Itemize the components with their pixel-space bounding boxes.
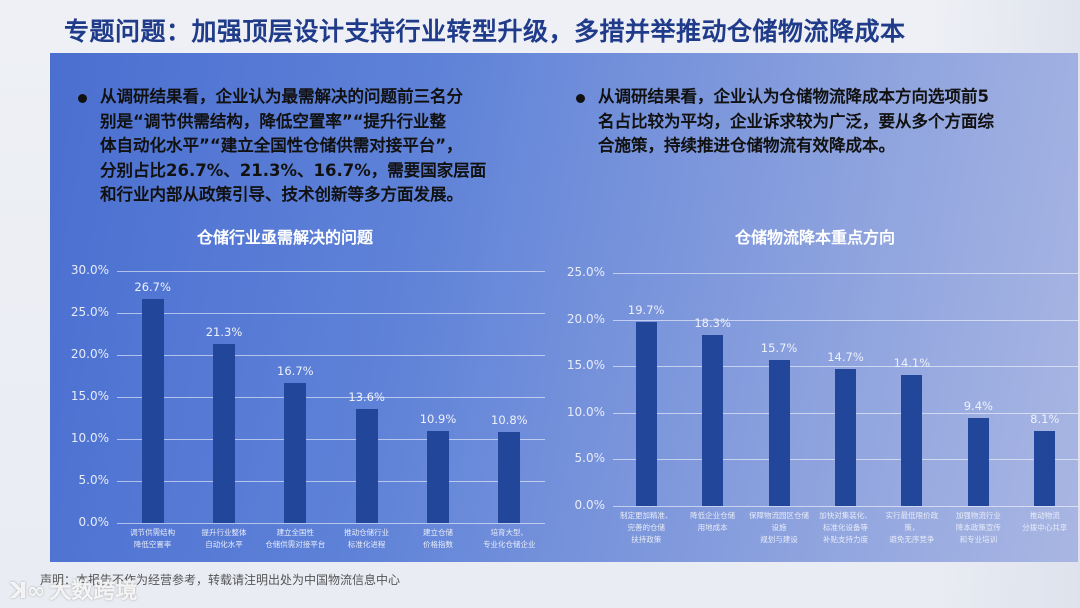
bar (498, 432, 521, 523)
bar (427, 431, 449, 523)
gridline (613, 506, 1078, 507)
bar (835, 368, 856, 506)
bullet-dot-icon (78, 94, 87, 103)
left-summary-bullet: 从调研结果看，企业认为最需解决的问题前三名分 别是“调节供需结构，降低空置率”“… (78, 85, 520, 208)
left-summary-line: 分别占比26.7%、21.3%、16.7%，需要国家层面 (100, 160, 487, 180)
bar-value-label: 10.8% (491, 413, 528, 428)
y-axis-tick-label: 5.0% (574, 451, 606, 466)
gridline (117, 397, 545, 398)
x-axis-category-label: 保障物流园区仓储设施 规划与建设 (749, 511, 810, 544)
bar (967, 418, 989, 506)
watermark-logo-icon: ꓘ∞ (10, 579, 46, 604)
x-axis-category-label: 推动仓储行业 标准化进程 (344, 528, 390, 549)
y-axis-tick-label: 5.0% (78, 473, 110, 487)
bar (1034, 430, 1056, 506)
right-summary-line: 合施策，持续推进仓储物流有效降成本。 (598, 136, 895, 155)
content-panel: 从调研结果看，企业认为最需解决的问题前三名分 别是“调节供需结构，降低空置率”“… (50, 53, 1078, 562)
bar-value-label: 19.7% (627, 303, 665, 318)
bar (284, 382, 307, 523)
x-axis-category-label: 建立仓储 价格指数 (422, 528, 453, 549)
x-axis-category-label: 提升行业整体 自动化水平 (201, 528, 247, 549)
gridline (117, 439, 545, 440)
y-axis-tick-label: 30.0% (70, 263, 109, 277)
gridline (613, 366, 1078, 368)
chart-title: 仓储行业亟需解决的问题 (196, 228, 373, 247)
bar-value-label: 14.1% (893, 355, 931, 370)
chart-title: 仓储物流降本重点方向 (734, 228, 895, 247)
bar-value-label: 14.7% (827, 349, 864, 364)
bar-value-label: 13.6% (348, 389, 385, 404)
left-summary-line: 和行业内部从政策引导、技术创新等多方面发展。 (100, 185, 463, 204)
gridline (117, 355, 545, 356)
y-axis-tick-label: 10.0% (70, 431, 109, 445)
page-title: 专题问题：加强顶层设计支持行业转型升级，多措并举推动仓储物流降成本 (64, 17, 906, 46)
x-axis-category-label: 建立全国性 仓储供需对接平台 (265, 528, 326, 549)
gridline (613, 273, 1078, 274)
right-summary-bullet: 从调研结果看，企业认为仓储物流降成本方向选项前5 名占比较为平均，企业诉求较为广… (576, 85, 1058, 159)
x-axis-category-label: 实行最低限价政策， 避免无序竞争 (885, 511, 939, 544)
y-axis-tick-label: 15.0% (566, 358, 605, 373)
right-summary-line: 从调研结果看，企业认为仓储物流降成本方向选项前5 (598, 87, 989, 106)
gridline (613, 319, 1078, 321)
gridline (117, 523, 545, 524)
watermark: ꓘ∞ 大数跨境 (10, 573, 137, 605)
bar-value-label: 10.9% (419, 412, 457, 427)
gridline (117, 271, 545, 272)
bullet-dot-icon (576, 94, 585, 103)
chart-storage-issues: 仓储行业亟需解决的问题 0.0% 5.0% 10.0% 15.0% 20.0% 25.0%… (50, 221, 550, 561)
y-axis-tick-label: 15.0% (70, 389, 109, 403)
bar-value-label: 8.1% (1030, 411, 1060, 426)
y-axis-tick-label: 0.0% (574, 498, 606, 512)
bar (901, 374, 923, 506)
x-axis-category-label: 加快对集装化、 标准化设备等 补贴支持力度 (819, 511, 872, 544)
bar-value-label: 15.7% (760, 340, 798, 355)
left-summary-line: 别是“调节供需结构，降低空置率”“提升行业整 (100, 111, 447, 131)
bar-value-label: 9.4% (963, 399, 993, 414)
bar-value-label: 18.3% (694, 316, 731, 331)
x-axis-category-label: 制定更加精准、 完善的仓储 扶持政策 (619, 511, 673, 544)
y-axis-tick-label: 0.0% (78, 515, 110, 529)
bar-value-label: 16.7% (277, 363, 314, 378)
left-summary-line: 从调研结果看，企业认为最需解决的问题前三名分 (100, 87, 463, 106)
x-axis-category-label: 培育大型、 专业化仓储企业 (483, 528, 536, 549)
gridline (117, 481, 545, 482)
right-summary-line: 名占比较为平均，企业诉求较为广泛，要从多个方面综 (598, 111, 994, 131)
x-axis-category-label: 推动物流 分拨中心共享 (1022, 511, 1068, 532)
x-axis-category-label: 加强物流行业 降本政策宣传 和专业培训 (955, 511, 1001, 544)
chart-cost-reduction-directions: 仓储物流降本重点方向 0.0% 5.0% 10.0% 15.0% 20.0% 25.0% 1… (550, 221, 1078, 561)
y-axis-tick-label: 25.0% (566, 265, 605, 279)
bar (141, 298, 164, 523)
y-axis-tick-label: 20.0% (70, 347, 109, 361)
bar (355, 408, 378, 523)
bar-value-label: 21.3% (205, 325, 243, 340)
bar (635, 322, 657, 506)
bar (213, 344, 235, 523)
bar-value-label: 26.7% (134, 279, 171, 294)
bar (702, 335, 724, 506)
watermark-text: 大数跨境 (49, 579, 138, 604)
bar (768, 359, 790, 506)
x-axis-category-label: 降低企业仓储 用地成本 (690, 511, 736, 532)
y-axis-tick-label: 10.0% (566, 404, 605, 419)
disclaimer-text: 声明：本报告不作为经营参考，转载请注明出处为中国物流信息中心 (40, 573, 401, 587)
gridline (117, 313, 545, 314)
x-axis-category-label: 调节供需结构 降低空置率 (130, 528, 176, 549)
left-summary-line: 体自动化水平”“建立全国性仓储供需对接平台”， (100, 136, 463, 155)
y-axis-tick-label: 20.0% (566, 311, 605, 326)
y-axis-tick-label: 25.0% (70, 305, 109, 319)
